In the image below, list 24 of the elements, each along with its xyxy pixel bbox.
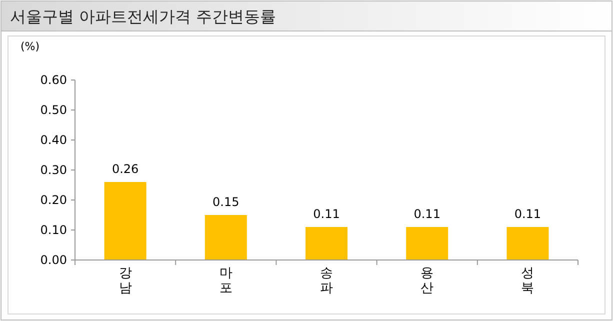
bar — [204, 215, 247, 260]
y-axis-title: (%) — [20, 40, 40, 53]
y-tick-label: 0.00 — [40, 253, 67, 267]
y-tick-label: 0.30 — [40, 163, 67, 177]
y-tick-label: 0.60 — [40, 73, 67, 87]
bar — [104, 182, 146, 260]
bar — [506, 227, 549, 260]
data-label: 0.11 — [514, 207, 542, 221]
y-tick-label: 0.20 — [40, 193, 67, 207]
y-tick-label: 0.50 — [40, 103, 67, 117]
x-tick-label: 성북 — [521, 266, 534, 296]
x-tick-label: 강남 — [118, 266, 132, 296]
x-tick-label: 마포 — [219, 266, 232, 296]
x-tick-label: 송파 — [320, 266, 333, 296]
y-tick-label: 0.40 — [40, 133, 67, 147]
bar — [306, 227, 348, 260]
data-label: 0.11 — [414, 207, 440, 221]
data-label: 0.26 — [112, 162, 139, 176]
data-label: 0.11 — [313, 207, 340, 221]
data-label: 0.15 — [212, 195, 240, 209]
x-tick-label: 용산 — [420, 266, 434, 296]
bar — [406, 227, 448, 260]
chart-title: 서울구별 아파트전세가격 주간변동률 — [10, 7, 276, 26]
y-tick-label: 0.10 — [40, 223, 67, 237]
